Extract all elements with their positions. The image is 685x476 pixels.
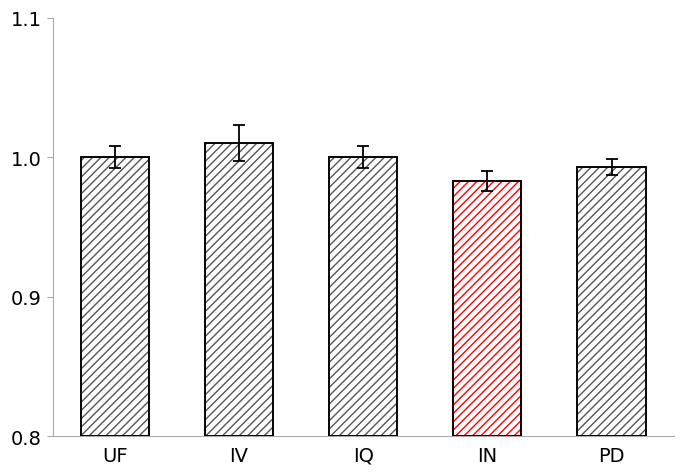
Bar — [577, 168, 646, 436]
Bar — [81, 158, 149, 436]
Bar — [81, 158, 149, 436]
Bar — [453, 181, 521, 436]
Bar — [577, 168, 646, 436]
Bar — [329, 158, 397, 436]
Bar — [329, 158, 397, 436]
Bar — [205, 144, 273, 436]
Bar — [205, 144, 273, 436]
Bar — [453, 181, 521, 436]
